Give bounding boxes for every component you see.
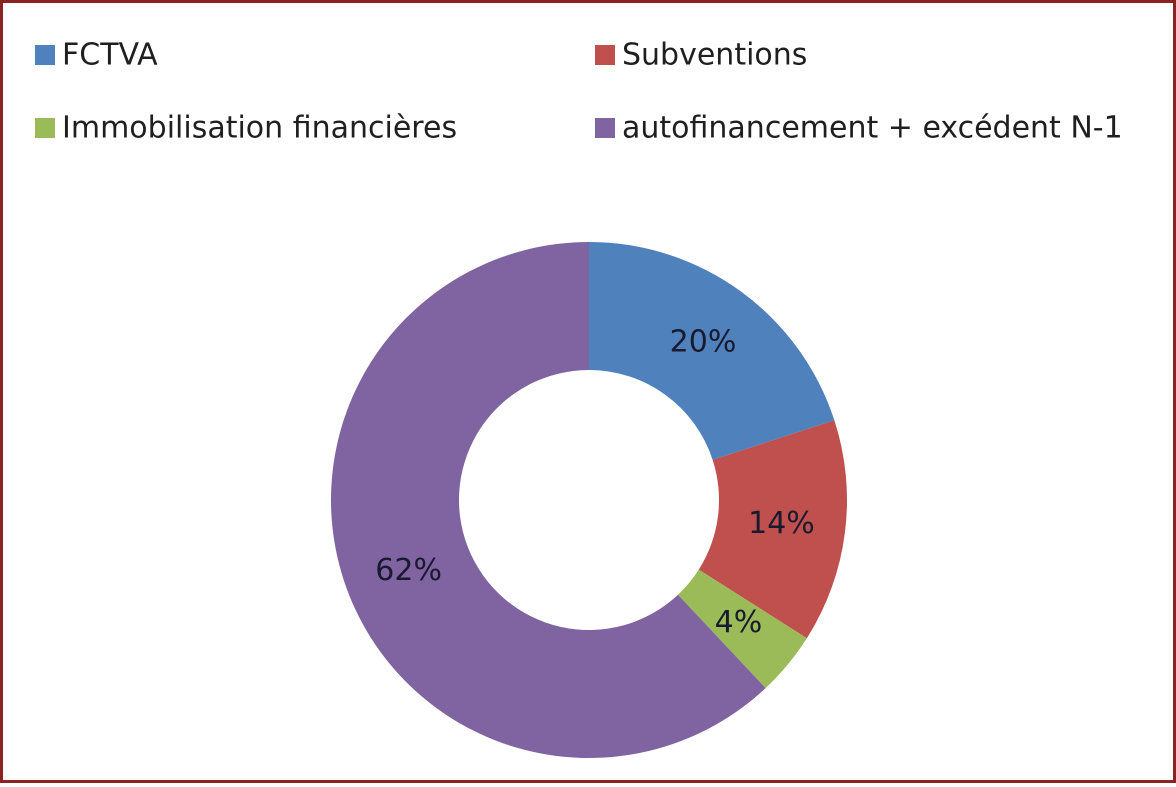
legend-swatch: [595, 45, 615, 65]
value-label: 20%: [670, 325, 737, 360]
legend-label: Immobilisation financières: [62, 111, 457, 146]
legend-label: Subventions: [622, 38, 807, 73]
legend-label: FCTVA: [62, 38, 158, 73]
donut-segment: [677, 569, 807, 689]
donut-segment: [589, 242, 835, 460]
value-label: 14%: [748, 506, 815, 541]
value-label: 62%: [375, 553, 442, 588]
legend-swatch: [35, 45, 55, 65]
value-label: 4%: [715, 605, 763, 640]
donut-segment: [330, 242, 766, 758]
donut-segment: [698, 420, 847, 639]
legend-swatch: [35, 118, 55, 138]
legend-swatch: [595, 118, 615, 138]
legend-label: autofinancement + excédent N-1: [622, 111, 1123, 146]
